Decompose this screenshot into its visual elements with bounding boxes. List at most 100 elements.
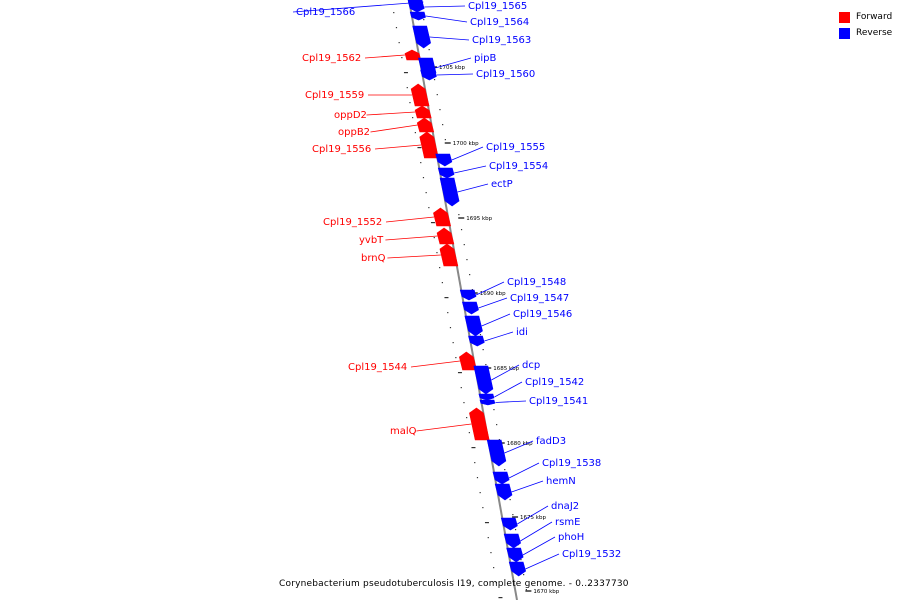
gene-leader-line — [370, 124, 418, 133]
gene-label-pipB: pipB — [474, 53, 496, 64]
gene-leader-line — [424, 5, 466, 8]
scale-dot-left — [463, 402, 465, 404]
gene-leader-line — [511, 480, 544, 493]
scale-dot-left — [403, 72, 408, 74]
scale-dot-right — [444, 139, 446, 141]
scale-dot-left — [395, 27, 398, 29]
gene-leader-line — [429, 36, 470, 41]
scale-dot-right — [496, 424, 498, 426]
gene-label-Cpl19_1552: Cpl19_1552 — [323, 217, 382, 228]
gene-arrow-rsmE — [503, 533, 521, 549]
scale-dot-left — [422, 177, 425, 179]
scale-dot-left — [460, 387, 462, 389]
gene-label-Cpl19_1547: Cpl19_1547 — [510, 293, 569, 304]
gene-arrow-Cpl19_1564 — [409, 11, 426, 21]
gene-label-Cpl19_1563: Cpl19_1563 — [472, 35, 531, 46]
scale-dot-left — [414, 132, 416, 134]
gene-arrow-malQ — [469, 407, 490, 441]
scale-dot-right — [423, 19, 425, 21]
scale-dot-right — [428, 49, 430, 51]
gene-label-brnQ: brnQ — [361, 253, 386, 264]
scale-dot-right — [458, 214, 460, 216]
scale-dot-left — [417, 147, 422, 149]
gene-arrow-dcp — [473, 365, 494, 395]
scale-dot-left — [466, 417, 468, 419]
gene-label-Cpl19_1548: Cpl19_1548 — [507, 277, 566, 288]
scale-dot-left — [428, 207, 430, 209]
scale-dot-left — [452, 342, 454, 344]
scale-dot-left — [476, 477, 479, 479]
scale-dot-left — [409, 102, 411, 104]
scale-dot-right — [482, 349, 484, 351]
gene-arrow-fadD3 — [486, 439, 507, 467]
gene-arrow-Cpl19_1559 — [410, 83, 430, 107]
gene-label-dnaJ2: dnaJ2 — [551, 501, 579, 512]
scale-dot-right — [504, 469, 506, 471]
gene-label-ectP: ectP — [491, 179, 513, 190]
scale-dot-left — [398, 42, 400, 44]
gene-arrow-Cpl19_1546 — [464, 315, 483, 337]
scale-dot-right — [433, 79, 436, 81]
scale-dot-left — [406, 87, 408, 89]
gene-label-hemN: hemN — [546, 476, 576, 487]
gene-leader-line — [481, 313, 511, 327]
gene-label-Cpl19_1559: Cpl19_1559 — [305, 90, 364, 101]
scale-dot-left — [495, 582, 497, 584]
scale-dot-right — [463, 244, 465, 246]
gene-label-malQ: malQ — [390, 426, 417, 437]
gene-label-Cpl19_1562: Cpl19_1562 — [302, 53, 361, 64]
gene-arrow-brnQ — [439, 243, 459, 267]
gene-label-Cpl19_1560: Cpl19_1560 — [476, 69, 535, 80]
scale-tick-label: 1700 kbp — [453, 141, 479, 147]
gene-leader-line — [366, 111, 416, 116]
gene-arrow-Cpl19_1560 — [420, 69, 437, 81]
scale-dot-left — [441, 282, 443, 284]
gene-leader-line — [491, 364, 520, 381]
gene-arrow-idi — [468, 335, 485, 347]
gene-label-fadD3: fadD3 — [536, 436, 566, 447]
scale-dot-right — [442, 124, 444, 126]
scale-dot-left — [433, 237, 435, 239]
scale-dot-left — [487, 537, 489, 539]
scale-tick-label: 1695 kbp — [466, 216, 492, 222]
gene-leader-line — [292, 1, 424, 13]
scale-dot-left — [468, 432, 470, 434]
gene-label-Cpl19_1554: Cpl19_1554 — [489, 161, 548, 172]
gene-leader-line — [478, 297, 508, 309]
genome-caption: Corynebacterium pseudotuberculosis I19, … — [279, 579, 629, 589]
scale-dot-left — [449, 327, 452, 329]
gene-leader-line — [451, 146, 484, 161]
gene-leader-line — [457, 183, 489, 193]
scale-dot-right — [525, 589, 527, 591]
gene-arrow-dnaJ2 — [500, 517, 518, 531]
scale-dot-left — [430, 222, 435, 224]
gene-arrow-Cpl19_1554 — [437, 167, 455, 179]
gene-label-Cpl19_1556: Cpl19_1556 — [312, 144, 371, 155]
gene-arrow-ectP — [439, 177, 460, 207]
gene-label-Cpl19_1555: Cpl19_1555 — [486, 142, 545, 153]
gene-leader-line — [525, 553, 560, 570]
scale-dot-left — [482, 507, 484, 509]
gene-leader-line — [494, 381, 523, 398]
scale-tick-label: 1705 kbp — [439, 65, 465, 71]
scale-dot-left — [412, 117, 414, 119]
gene-features: Cpl19_1566 Cpl19_1565 Cpl19_1564 Cpl19_1563… — [292, 0, 621, 577]
scale-dot-left — [493, 567, 495, 569]
gene-arrow-Cpl19_1556 — [419, 131, 439, 159]
gene-label-yvbT: yvbT — [359, 235, 384, 246]
forward-swatch — [839, 11, 850, 23]
legend-item-reverse: Reverse — [839, 25, 892, 41]
gene-label-oppD2: oppD2 — [334, 110, 367, 121]
scale-dot-left — [498, 597, 503, 599]
gene-label-Cpl19_1538: Cpl19_1538 — [542, 458, 601, 469]
gene-label-Cpl19_1564: Cpl19_1564 — [470, 17, 529, 28]
legend-item-forward: Forward — [839, 9, 892, 25]
gene-arrow-hemN — [494, 483, 513, 501]
gene-arrow-Cpl19_1565 — [407, 1, 425, 13]
gene-leader-line — [484, 331, 514, 342]
scale-dot-right — [520, 559, 522, 561]
scale-ticks: 1705 kbp 1700 kbp 1695 kbp 1690 kbp 1685 kbp… — [431, 65, 560, 595]
scale-dot-right — [469, 274, 471, 276]
scale-dot-left — [393, 12, 395, 14]
scale-dot-right — [498, 439, 500, 441]
